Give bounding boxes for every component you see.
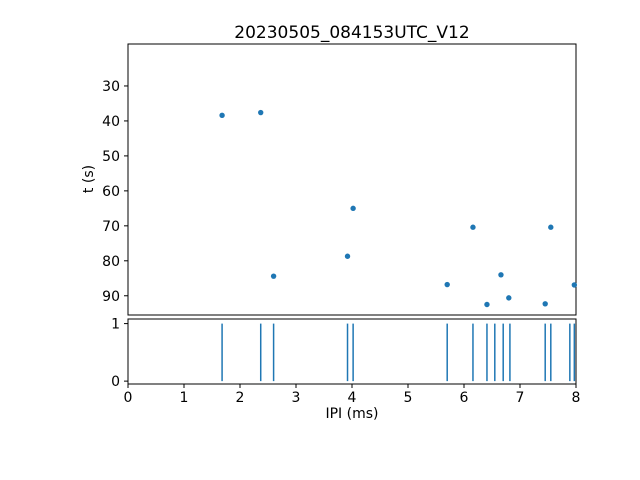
tick-label: 60 bbox=[102, 184, 120, 200]
tick-label: 50 bbox=[102, 149, 120, 165]
tick-label: 1 bbox=[111, 317, 120, 333]
scatter-point bbox=[484, 301, 490, 308]
tick-label: 1 bbox=[180, 390, 189, 406]
scatter-point bbox=[350, 205, 356, 212]
scatter-point bbox=[258, 109, 264, 116]
scatter-axes-frame bbox=[127, 43, 577, 316]
ipi-spikes bbox=[221, 323, 576, 382]
spike-y-ticks: 01 bbox=[111, 317, 128, 390]
tick-label: 90 bbox=[102, 289, 120, 305]
tick-label: 3 bbox=[292, 390, 301, 406]
spike-axes-frame bbox=[127, 318, 577, 385]
tick-label: 40 bbox=[102, 114, 120, 130]
scatter-points bbox=[219, 109, 578, 308]
tick-label: 5 bbox=[404, 390, 413, 406]
scatter-point bbox=[498, 272, 504, 278]
chart-title: 20230505_084153UTC_V12 bbox=[234, 23, 470, 43]
scatter-point bbox=[571, 282, 578, 288]
scatter-y-ticks: 30 40 50 60 70 80 90 bbox=[102, 79, 128, 305]
scatter-point bbox=[219, 112, 225, 119]
tick-label: 0 bbox=[124, 390, 133, 406]
x-axis-label: IPI (ms) bbox=[325, 406, 379, 422]
tick-label: 6 bbox=[460, 390, 469, 406]
scatter-point bbox=[470, 224, 476, 230]
scatter-point bbox=[548, 224, 554, 230]
tick-label: 30 bbox=[102, 79, 120, 95]
scatter-point bbox=[444, 281, 450, 288]
tick-label: 70 bbox=[102, 219, 120, 235]
tick-label: 2 bbox=[236, 390, 245, 406]
scatter-point bbox=[344, 253, 351, 259]
scatter-point bbox=[270, 273, 277, 279]
tick-label: 4 bbox=[348, 390, 357, 406]
scatter-point bbox=[506, 295, 512, 301]
tick-label: 80 bbox=[102, 254, 120, 270]
tick-label: 0 bbox=[111, 374, 120, 390]
x-ticks: 0 1 2 3 4 5 6 7 8 bbox=[124, 384, 581, 406]
tick-label: 8 bbox=[572, 390, 581, 406]
scatter-point bbox=[542, 301, 548, 307]
tick-label: 7 bbox=[516, 390, 525, 406]
